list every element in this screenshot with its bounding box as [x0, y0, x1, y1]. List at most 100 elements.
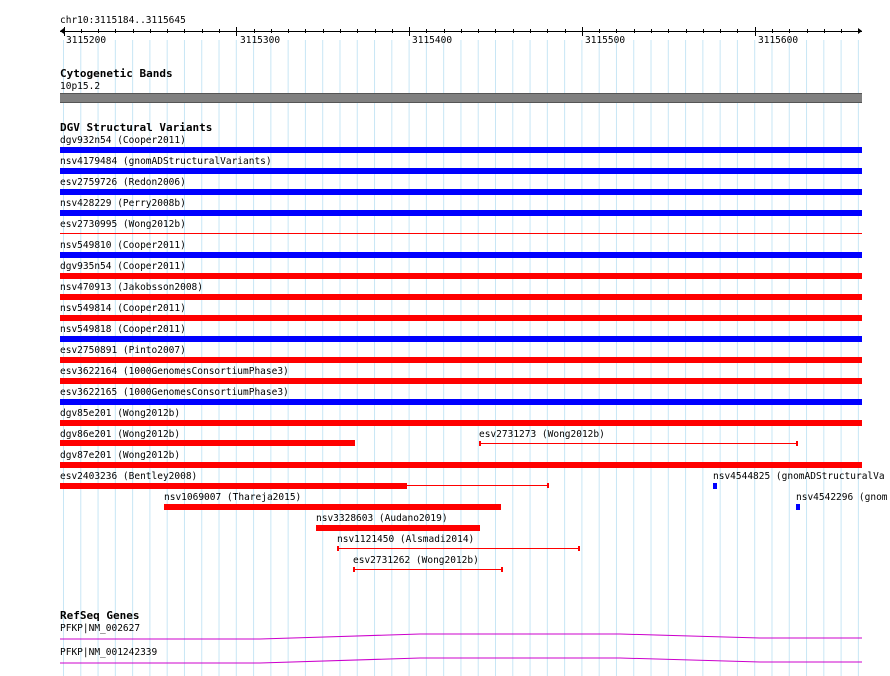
- sv-label: esv3622164 (1000GenomesConsortiumPhase3): [60, 366, 289, 377]
- gene-label: PFKP|NM_002627: [60, 623, 141, 634]
- ruler-minor-tick: [686, 29, 687, 33]
- ruler-minor-tick: [340, 29, 341, 33]
- ruler-minor-tick: [616, 29, 617, 33]
- ruler-minor-tick: [133, 29, 134, 33]
- refseq-track-title: RefSeq Genes: [60, 609, 140, 622]
- ruler-minor-tick: [530, 29, 531, 33]
- ruler-minor-tick: [634, 29, 635, 33]
- sv-feature-end-cap: [337, 546, 339, 551]
- ruler-minor-tick: [81, 29, 82, 33]
- sv-label: nsv1121450 (Alsmadi2014): [337, 534, 475, 545]
- ruler-minor-tick: [461, 29, 462, 33]
- sv-label: nsv1069007 (Thareja2015): [164, 492, 302, 503]
- sv-feature-end-cap: [479, 441, 481, 446]
- sv-label: nsv428229 (Perry2008b): [60, 198, 186, 209]
- sv-feature-esv2731273[interactable]: [480, 443, 798, 444]
- sv-feature-end-cap: [353, 567, 355, 572]
- sv-label: nsv4542296 (gnom: [796, 492, 888, 503]
- sv-label: dgv935n54 (Cooper2011): [60, 261, 186, 272]
- ruler-minor-tick: [737, 29, 738, 33]
- cytoband-track-title: Cytogenetic Bands: [60, 67, 173, 80]
- sv-label: esv2403236 (Bentley2008): [60, 471, 198, 482]
- ruler-minor-tick: [305, 29, 306, 33]
- ruler-minor-tick: [375, 29, 376, 33]
- ruler-minor-tick: [703, 29, 704, 33]
- ruler-minor-tick: [565, 29, 566, 33]
- sv-feature-nsv4179484[interactable]: [60, 168, 862, 174]
- cytoband-bar[interactable]: [60, 93, 862, 103]
- sv-feature-nsv470913[interactable]: [60, 294, 862, 300]
- ruler-major-tick: [582, 27, 583, 36]
- sv-feature-esv2730995[interactable]: [60, 233, 862, 234]
- sv-feature-nsv4544825[interactable]: [713, 483, 717, 489]
- sv-label: dgv86e201 (Wong2012b): [60, 429, 181, 440]
- ruler-minor-tick: [599, 29, 600, 33]
- ruler-tick-label: 3115300: [240, 35, 281, 46]
- dgv-track-title: DGV Structural Variants: [60, 121, 213, 134]
- sv-feature-esv2759726[interactable]: [60, 189, 862, 195]
- ruler-minor-tick: [288, 29, 289, 33]
- sv-label: nsv470913 (Jakobsson2008): [60, 282, 203, 293]
- sv-feature-nsv1121450[interactable]: [338, 548, 580, 549]
- sv-feature-dgv86e201[interactable]: [60, 440, 355, 446]
- ruler-minor-tick: [426, 29, 427, 33]
- sv-label: dgv932n54 (Cooper2011): [60, 135, 186, 146]
- ruler-minor-tick: [668, 29, 669, 33]
- sv-label: esv2730995 (Wong2012b): [60, 219, 186, 230]
- ruler-minor-tick: [720, 29, 721, 33]
- ruler-minor-tick: [115, 29, 116, 33]
- ruler-position: chr10:3115184..3115645: [60, 15, 186, 26]
- ruler-minor-tick: [357, 29, 358, 33]
- sv-feature-nsv428229[interactable]: [60, 210, 862, 216]
- ruler-minor-tick: [772, 29, 773, 33]
- sv-feature-end-cap: [796, 441, 798, 446]
- ruler-major-tick: [755, 27, 756, 36]
- ruler-minor-tick: [807, 29, 808, 33]
- cytoband-label: 10p15.2: [60, 81, 101, 92]
- ruler-major-tick: [409, 27, 410, 36]
- gene-model-nm-001242339[interactable]: [60, 657, 862, 665]
- sv-feature-esv3622164[interactable]: [60, 378, 862, 384]
- sv-feature-esv2731262[interactable]: [354, 569, 503, 570]
- sv-label: esv3622165 (1000GenomesConsortiumPhase3): [60, 387, 289, 398]
- sv-feature-end-cap: [501, 567, 503, 572]
- sv-label: esv2759726 (Redon2006): [60, 177, 186, 188]
- ruler-minor-tick: [202, 29, 203, 33]
- sv-feature-esv2403236[interactable]: [60, 483, 407, 489]
- ruler-minor-tick: [167, 29, 168, 33]
- sv-feature-nsv549818[interactable]: [60, 336, 862, 342]
- sv-label: esv2750891 (Pinto2007): [60, 345, 186, 356]
- sv-feature-dgv932n54[interactable]: [60, 147, 862, 153]
- ruler-minor-tick: [98, 29, 99, 33]
- ruler-major-tick: [236, 27, 237, 36]
- sv-feature-dgv85e201[interactable]: [60, 420, 862, 426]
- sv-feature-esv3622165[interactable]: [60, 399, 862, 405]
- ruler-minor-tick: [271, 29, 272, 33]
- sv-label: nsv4544825 (gnomADStructuralVa: [713, 471, 885, 482]
- sv-label: nsv3328603 (Audano2019): [316, 513, 448, 524]
- sv-feature-dgv935n54[interactable]: [60, 273, 862, 279]
- ruler-major-tick: [64, 27, 65, 36]
- left-arrow-icon: [60, 28, 64, 34]
- sv-feature-esv2750891[interactable]: [60, 357, 862, 363]
- gene-model-nm-002627[interactable]: [60, 633, 862, 641]
- ruler-minor-tick: [789, 29, 790, 33]
- sv-feature-nsv4542296[interactable]: [796, 504, 800, 510]
- sv-feature-end-cap: [578, 546, 580, 551]
- ruler-minor-tick: [184, 29, 185, 33]
- ruler-minor-tick: [219, 29, 220, 33]
- sv-feature-nsv549814[interactable]: [60, 315, 862, 321]
- sv-feature-nsv1069007[interactable]: [164, 504, 501, 510]
- sv-label: esv2731273 (Wong2012b): [479, 429, 605, 440]
- ruler-minor-tick: [824, 29, 825, 33]
- sv-feature-nsv549810[interactable]: [60, 252, 862, 258]
- sv-label: dgv87e201 (Wong2012b): [60, 450, 181, 461]
- sv-feature-esv2403236-extension: [407, 485, 548, 486]
- sv-label: nsv4179484 (gnomADStructuralVariants): [60, 156, 272, 167]
- right-arrow-icon: [858, 28, 862, 34]
- sv-feature-nsv3328603[interactable]: [316, 525, 480, 531]
- ruler-minor-tick: [392, 29, 393, 33]
- ruler-tick-label: 3115200: [66, 35, 107, 46]
- sv-feature-dgv87e201[interactable]: [60, 462, 862, 468]
